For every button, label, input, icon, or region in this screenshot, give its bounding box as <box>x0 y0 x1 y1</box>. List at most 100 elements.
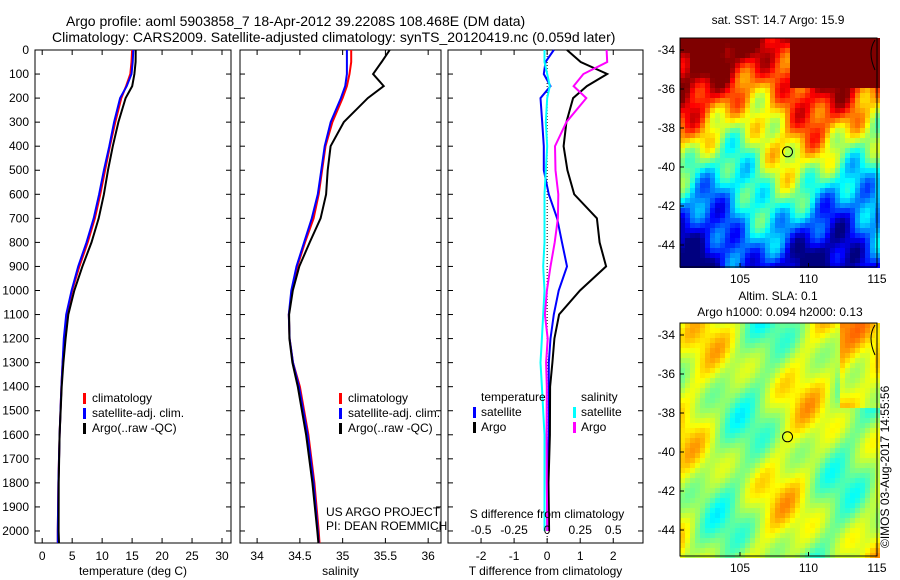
map-cell <box>770 218 775 223</box>
map-cell <box>750 368 755 373</box>
map-cell <box>785 243 790 248</box>
map-cell <box>860 143 865 148</box>
map-cell <box>710 233 715 238</box>
map-cell <box>870 493 875 498</box>
map-cell <box>870 228 875 233</box>
map-cell <box>865 108 870 113</box>
map-cell <box>720 148 725 153</box>
map-cell <box>695 383 700 388</box>
map-cell <box>745 168 750 173</box>
map-cell <box>760 378 765 383</box>
map-cell <box>780 488 785 493</box>
map-cell <box>825 538 830 543</box>
map-cell <box>820 483 825 488</box>
map-cell <box>815 418 820 423</box>
map-cell <box>740 438 745 443</box>
map-cell <box>725 493 730 498</box>
map-cell <box>745 158 750 163</box>
map-cell <box>680 133 685 138</box>
map-cell <box>740 88 745 93</box>
map-cell <box>690 73 695 78</box>
map-cell <box>715 403 720 408</box>
map-cell <box>845 168 850 173</box>
map-cell <box>740 328 745 333</box>
map-cell <box>845 538 850 543</box>
map-cell <box>815 168 820 173</box>
map-cell <box>745 353 750 358</box>
map-cell <box>710 103 715 108</box>
map-cell <box>820 203 825 208</box>
map-cell <box>705 178 710 183</box>
map-cell <box>870 348 875 353</box>
map-cell <box>700 433 705 438</box>
map-cell <box>840 433 845 438</box>
map-cell <box>735 463 740 468</box>
map-cell <box>790 328 795 333</box>
map-cell <box>760 163 765 168</box>
map-cell <box>735 438 740 443</box>
map-cell <box>730 153 735 158</box>
map-cell <box>850 508 855 513</box>
map-cell <box>805 68 810 73</box>
map-cell <box>725 253 730 258</box>
map-cell <box>860 458 865 463</box>
map-cell <box>705 73 710 78</box>
map-cell <box>830 228 835 233</box>
map-cell <box>870 433 875 438</box>
map-cell <box>720 58 725 63</box>
map-cell <box>690 213 695 218</box>
map-cell <box>850 193 855 198</box>
map-cell <box>735 373 740 378</box>
map-cell <box>755 528 760 533</box>
map-cell <box>715 423 720 428</box>
map-cell <box>785 458 790 463</box>
map-cell <box>720 213 725 218</box>
map-cell <box>850 473 855 478</box>
map-cell <box>850 98 855 103</box>
map-cell <box>770 323 775 328</box>
map-cell <box>750 178 755 183</box>
map-cell <box>695 113 700 118</box>
map-cell <box>815 348 820 353</box>
map-cell <box>740 433 745 438</box>
map-cell <box>865 48 870 53</box>
map-cell <box>840 203 845 208</box>
map-cell <box>810 473 815 478</box>
map-cell <box>810 448 815 453</box>
map-cell <box>725 143 730 148</box>
map-cell <box>710 193 715 198</box>
map-cell <box>845 453 850 458</box>
y-tick-label: 1400 <box>2 380 29 394</box>
map-cell <box>810 238 815 243</box>
map-cell <box>860 118 865 123</box>
map-cell <box>775 458 780 463</box>
map-cell <box>865 178 870 183</box>
map-cell <box>765 323 770 328</box>
map-cell <box>820 338 825 343</box>
map-cell <box>840 533 845 538</box>
map-cell <box>805 443 810 448</box>
map-cell <box>800 258 805 263</box>
map-cell <box>770 423 775 428</box>
map-cell <box>755 248 760 253</box>
map-cell <box>785 503 790 508</box>
map-cell <box>750 388 755 393</box>
map-cell <box>755 258 760 263</box>
map-cell <box>820 388 825 393</box>
map-cell <box>865 148 870 153</box>
map-cell <box>705 218 710 223</box>
map-cell <box>705 513 710 518</box>
map-cell <box>835 478 840 483</box>
map-cell <box>795 428 800 433</box>
map-cell <box>740 93 745 98</box>
map-cell <box>800 183 805 188</box>
map-cell <box>760 443 765 448</box>
map-cell <box>765 508 770 513</box>
map-cell <box>700 163 705 168</box>
map-cell <box>820 413 825 418</box>
map-cell <box>780 353 785 358</box>
map-cell <box>725 48 730 53</box>
map-cell <box>750 353 755 358</box>
map-cell <box>830 38 835 43</box>
map-cell <box>825 228 830 233</box>
